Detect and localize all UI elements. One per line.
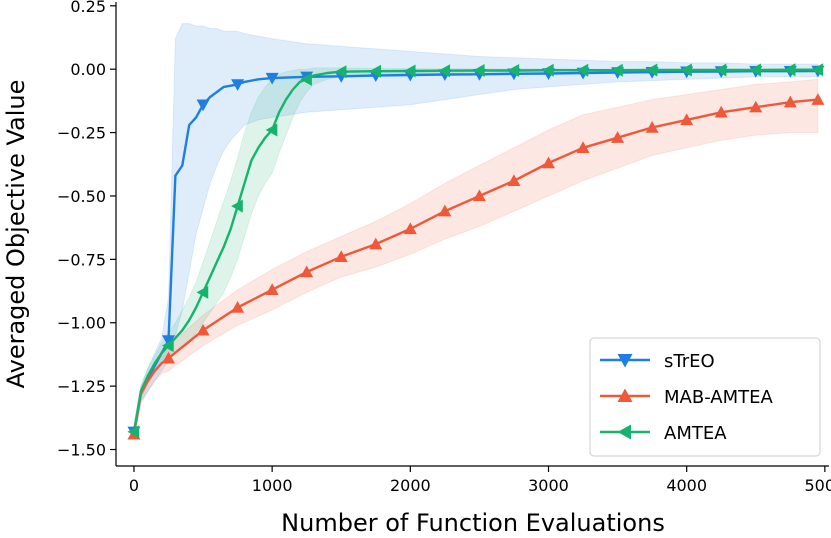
amtea-point — [369, 64, 381, 78]
y-axis-title: Averaged Objective Value — [2, 80, 30, 389]
amtea-point — [127, 425, 140, 439]
amtea-point — [811, 63, 824, 77]
mab-amtea-point — [231, 301, 245, 313]
legend-marker-mab-amtea — [617, 388, 633, 402]
series-markers — [127, 63, 825, 440]
streo-line — [132, 69, 818, 433]
legend-frame — [589, 337, 821, 457]
x-tick-label: 1000 — [252, 476, 293, 495]
mab-amtea-band — [133, 78, 819, 440]
mab-amtea-point — [783, 95, 797, 108]
mab-amtea-point — [403, 222, 417, 235]
y-tick-label: −1.25 — [57, 377, 106, 396]
streo-point — [265, 72, 279, 85]
legend-items: sTrEO MAB-AMTEA AMTEA — [600, 351, 774, 444]
mab-amtea-point — [507, 174, 521, 186]
y-tick-label: −1.00 — [57, 314, 106, 333]
amtea-point — [611, 63, 623, 77]
x-axis-title: Number of Function Evaluations — [281, 509, 665, 537]
y-tick-label: 0.00 — [70, 60, 106, 79]
legend-label-amtea: AMTEA — [664, 423, 727, 444]
amtea-point — [749, 63, 761, 77]
mab-amtea-point — [749, 100, 763, 113]
streo-point — [162, 335, 176, 347]
streo-point — [231, 79, 245, 91]
amtea-point — [714, 63, 727, 77]
mab-amtea-point — [162, 351, 176, 364]
mab-amtea-point — [680, 113, 694, 126]
amtea-point — [403, 64, 416, 78]
y-tick-label: 0.25 — [70, 0, 106, 16]
amtea-point — [680, 63, 692, 77]
amtea-point — [265, 123, 278, 137]
amtea-point — [645, 63, 658, 77]
mab-amtea-point — [369, 237, 383, 250]
x-tick-label: 2000 — [390, 476, 431, 495]
mab-amtea-point — [645, 121, 659, 133]
y-axis-ticks: 0.25 0.00 −0.25 −0.50 −0.75 −1.00 −1.25 −1.50 — [57, 0, 116, 460]
mab-amtea-point — [438, 204, 452, 217]
mab-amtea-point — [714, 105, 728, 118]
legend-label-streo: sTrEO — [664, 351, 715, 372]
y-tick-label: −0.75 — [57, 250, 106, 269]
amtea-point — [300, 72, 312, 86]
mab-amtea-point — [541, 156, 555, 169]
amtea-point — [472, 63, 485, 77]
mab-amtea-point — [334, 250, 348, 263]
mab-amtea-point — [265, 283, 279, 295]
x-tick-label: 0 — [129, 476, 139, 495]
amtea-point — [541, 63, 554, 77]
legend: sTrEO MAB-AMTEA AMTEA — [589, 337, 821, 457]
mab-amtea-point — [300, 265, 314, 278]
x-tick-label: 4000 — [666, 476, 707, 495]
amtea-point — [196, 285, 209, 299]
legend-marker-amtea — [617, 424, 631, 440]
legend-marker-streo — [617, 354, 633, 368]
amtea-point — [162, 339, 174, 353]
mab-amtea-point — [576, 141, 590, 153]
amtea-point — [783, 63, 796, 77]
amtea-point — [576, 63, 589, 77]
amtea-point — [334, 65, 347, 79]
y-tick-label: −1.50 — [57, 441, 106, 460]
legend-label-mab-amtea: MAB-AMTEA — [664, 387, 774, 408]
amtea-point — [438, 64, 451, 78]
streo-point — [196, 99, 210, 112]
y-tick-label: −0.50 — [57, 187, 106, 206]
mab-amtea-point — [611, 131, 625, 143]
x-tick-label: 3000 — [528, 476, 569, 495]
mab-amtea-point — [472, 189, 486, 202]
amtea-point — [231, 199, 243, 213]
mab-amtea-point — [196, 323, 210, 336]
mab-amtea-point — [811, 93, 825, 105]
amtea-point — [507, 63, 520, 77]
y-tick-label: −0.25 — [57, 124, 106, 143]
